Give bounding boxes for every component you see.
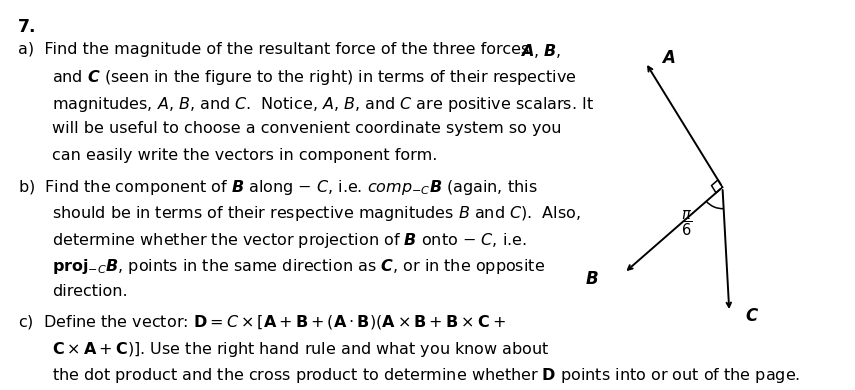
Text: $\mathbf{C} \times \mathbf{A} + \mathbf{C})$]. Use the right hand rule and what : $\mathbf{C} \times \mathbf{A} + \mathbf{… bbox=[52, 340, 550, 358]
Text: $\bfit{A}$: $\bfit{A}$ bbox=[661, 50, 675, 67]
Text: $\bfit{A}$, $\bfit{B}$,: $\bfit{A}$, $\bfit{B}$, bbox=[520, 42, 561, 60]
Text: the dot product and the cross product to determine whether $\mathbf{D}$ points i: the dot product and the cross product to… bbox=[52, 366, 800, 385]
Text: will be useful to choose a convenient coordinate system so you: will be useful to choose a convenient co… bbox=[52, 122, 562, 136]
Text: $\bfit{C}$: $\bfit{C}$ bbox=[745, 307, 758, 325]
Text: b)  Find the component of $\bfit{B}$ along $-$ $\mathit{C}$, i.e. $\mathit{comp}: b) Find the component of $\bfit{B}$ alon… bbox=[18, 177, 538, 197]
Text: can easily write the vectors in component form.: can easily write the vectors in componen… bbox=[52, 148, 438, 163]
Text: 7.: 7. bbox=[18, 18, 37, 36]
Text: $\dfrac{\pi}{6}$: $\dfrac{\pi}{6}$ bbox=[681, 209, 693, 238]
Text: direction.: direction. bbox=[52, 284, 127, 298]
Text: should be in terms of their respective magnitudes $\mathit{B}$ and $\mathit{C}$): should be in terms of their respective m… bbox=[52, 204, 581, 223]
Text: $\bfit{B}$: $\bfit{B}$ bbox=[585, 270, 598, 288]
Text: magnitudes, $\mathit{A}$, $\mathit{B}$, and $\mathit{C}$.  Notice, $\mathit{A}$,: magnitudes, $\mathit{A}$, $\mathit{B}$, … bbox=[52, 95, 594, 114]
Text: and $\bfit{C}$ (seen in the figure to the right) in terms of their respective: and $\bfit{C}$ (seen in the figure to th… bbox=[52, 69, 577, 87]
Text: a)  Find the magnitude of the resultant force of the three forces: a) Find the magnitude of the resultant f… bbox=[18, 42, 534, 57]
Text: $\mathbf{proj}_{-\mathit{C}}\bfit{B}$, points in the same direction as $\bfit{C}: $\mathbf{proj}_{-\mathit{C}}\bfit{B}$, p… bbox=[52, 257, 545, 276]
Text: determine whether the vector projection of $\bfit{B}$ onto $-$ $\mathit{C}$, i.e: determine whether the vector projection … bbox=[52, 230, 527, 250]
Text: c)  Define the vector: $\mathbf{D} = C \times [\mathbf{A} + \mathbf{B} + (\mathb: c) Define the vector: $\mathbf{D} = C \t… bbox=[18, 313, 506, 331]
